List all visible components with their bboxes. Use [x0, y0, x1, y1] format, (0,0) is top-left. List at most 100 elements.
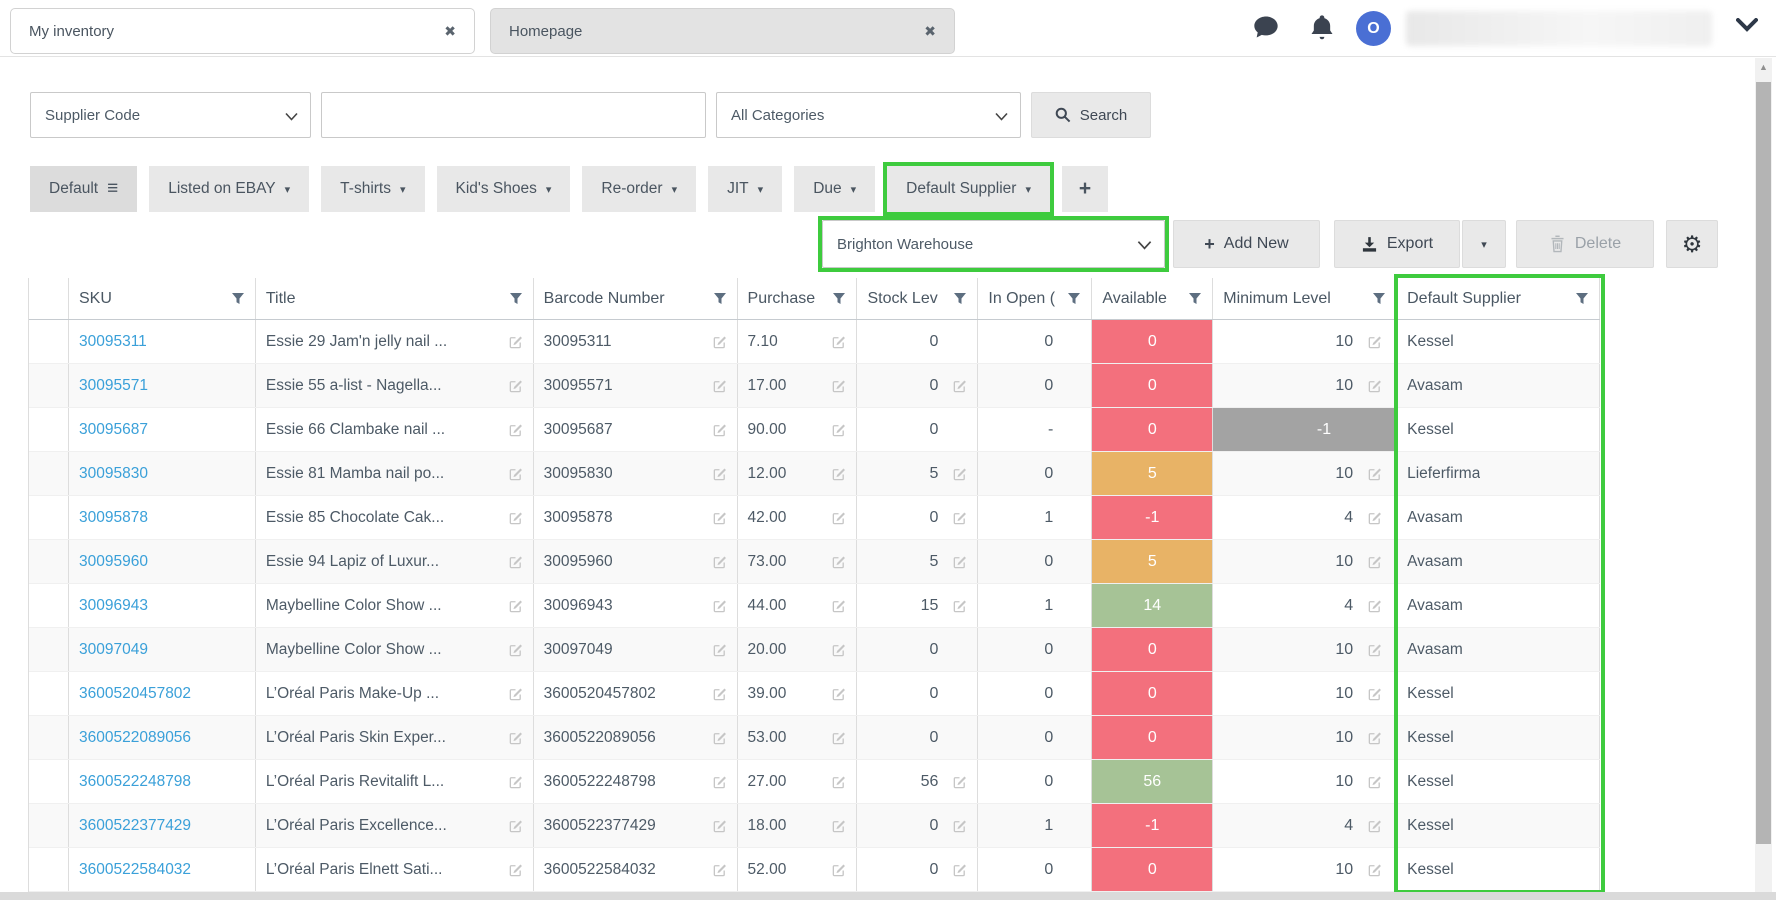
sku-link[interactable]: 30095687	[78, 420, 148, 438]
edit-icon[interactable]	[1361, 334, 1382, 349]
edit-icon[interactable]	[706, 422, 727, 437]
header-cell-available[interactable]: Available	[1092, 278, 1214, 319]
view-chip-default[interactable]: Default ≡	[30, 166, 138, 212]
view-chip-default-supplier[interactable]: Default Supplier ▾	[887, 166, 1050, 212]
category-select[interactable]: All Categories	[716, 92, 1021, 138]
edit-icon[interactable]	[825, 510, 846, 525]
row-handle-cell[interactable]	[29, 716, 69, 759]
edit-icon[interactable]	[502, 554, 523, 569]
edit-icon[interactable]	[706, 686, 727, 701]
edit-icon[interactable]	[706, 862, 727, 877]
header-cell-minimum-level[interactable]: Minimum Level	[1213, 278, 1398, 319]
table-row[interactable]: 30095830 Essie 81 Mamba nail po... 30095…	[29, 452, 1600, 496]
edit-icon[interactable]	[1361, 730, 1382, 745]
view-chip-kids-shoes[interactable]: Kid's Shoes ▾	[436, 166, 571, 212]
edit-icon[interactable]	[1361, 554, 1382, 569]
close-icon[interactable]: ✖	[444, 22, 456, 39]
add-new-button[interactable]: + Add New	[1173, 220, 1320, 268]
tab-my-inventory[interactable]: My inventory ✖	[10, 8, 475, 54]
edit-icon[interactable]	[502, 422, 523, 437]
row-handle-cell[interactable]	[29, 628, 69, 671]
edit-icon[interactable]	[946, 774, 967, 789]
sku-link[interactable]: 3600522248798	[78, 772, 192, 790]
view-chip-t-shirts[interactable]: T-shirts ▾	[321, 166, 425, 212]
search-button[interactable]: Search	[1031, 92, 1151, 138]
edit-icon[interactable]	[706, 818, 727, 833]
view-chip-re-order[interactable]: Re-order ▾	[582, 166, 697, 212]
sku-link[interactable]: 30096943	[78, 596, 148, 614]
edit-icon[interactable]	[1361, 686, 1382, 701]
table-row[interactable]: 3600522584032 L’Oréal Paris Elnett Sati.…	[29, 848, 1600, 892]
scrollbar-thumb[interactable]	[1756, 82, 1771, 844]
edit-icon[interactable]	[1361, 642, 1382, 657]
edit-icon[interactable]	[946, 862, 967, 877]
edit-icon[interactable]	[825, 598, 846, 613]
edit-icon[interactable]	[502, 642, 523, 657]
edit-icon[interactable]	[825, 642, 846, 657]
header-cell-in-open-orders[interactable]: In Open (	[978, 278, 1093, 319]
view-chip-jit[interactable]: JIT ▾	[708, 166, 783, 212]
scroll-up-icon[interactable]: ▲	[1759, 62, 1768, 72]
edit-icon[interactable]	[502, 862, 523, 877]
table-row[interactable]: 30095687 Essie 66 Clambake nail ... 3009…	[29, 408, 1600, 452]
row-handle-cell[interactable]	[29, 496, 69, 539]
edit-icon[interactable]	[946, 818, 967, 833]
row-handle-cell[interactable]	[29, 452, 69, 495]
sku-link[interactable]: 3600522584032	[78, 860, 192, 878]
row-handle-cell[interactable]	[29, 540, 69, 583]
edit-icon[interactable]	[825, 686, 846, 701]
search-field-select[interactable]: Supplier Code	[30, 92, 311, 138]
edit-icon[interactable]	[946, 554, 967, 569]
filter-icon[interactable]	[713, 292, 727, 306]
edit-icon[interactable]	[706, 466, 727, 481]
vertical-scrollbar[interactable]: ▲	[1755, 58, 1772, 892]
edit-icon[interactable]	[1361, 510, 1382, 525]
row-handle-cell[interactable]	[29, 672, 69, 715]
warehouse-select[interactable]: Brighton Warehouse	[822, 220, 1165, 268]
edit-icon[interactable]	[825, 818, 846, 833]
tab-homepage[interactable]: Homepage ✖	[490, 8, 955, 54]
table-row[interactable]: 3600522248798 L’Oréal Paris Revitalift L…	[29, 760, 1600, 804]
chat-icon[interactable]	[1252, 13, 1280, 41]
filter-icon[interactable]	[1188, 292, 1202, 306]
menu-icon[interactable]: ≡	[107, 178, 119, 199]
sku-link[interactable]: 3600522089056	[78, 728, 192, 746]
horizontal-scrollbar[interactable]	[0, 892, 1776, 900]
export-button[interactable]: Export	[1334, 220, 1460, 268]
edit-icon[interactable]	[825, 466, 846, 481]
edit-icon[interactable]	[825, 554, 846, 569]
table-row[interactable]: 30095960 Essie 94 Lapiz of Luxur... 3009…	[29, 540, 1600, 584]
table-row[interactable]: 30096943 Maybelline Color Show ... 30096…	[29, 584, 1600, 628]
edit-icon[interactable]	[706, 510, 727, 525]
view-chip-due[interactable]: Due ▾	[794, 166, 876, 212]
close-icon[interactable]: ✖	[924, 22, 936, 39]
filter-icon[interactable]	[509, 292, 523, 306]
edit-icon[interactable]	[502, 334, 523, 349]
edit-icon[interactable]	[825, 378, 846, 393]
edit-icon[interactable]	[706, 598, 727, 613]
edit-icon[interactable]	[1361, 862, 1382, 877]
edit-icon[interactable]	[502, 598, 523, 613]
edit-icon[interactable]	[502, 466, 523, 481]
edit-icon[interactable]	[946, 466, 967, 481]
table-row[interactable]: 3600522089056 L’Oréal Paris Skin Exper..…	[29, 716, 1600, 760]
add-view-button[interactable]: +	[1061, 166, 1108, 212]
edit-icon[interactable]	[825, 730, 846, 745]
table-row[interactable]: 30095311 Essie 29 Jam'n jelly nail ... 3…	[29, 320, 1600, 364]
sku-link[interactable]: 30095311	[78, 332, 147, 350]
edit-icon[interactable]	[502, 378, 523, 393]
table-row[interactable]: 30095878 Essie 85 Chocolate Cak... 30095…	[29, 496, 1600, 540]
chevron-down-icon[interactable]	[1736, 18, 1758, 32]
edit-icon[interactable]	[1361, 466, 1382, 481]
header-cell-sku[interactable]: SKU	[69, 278, 256, 319]
edit-icon[interactable]	[706, 554, 727, 569]
header-cell-purchase[interactable]: Purchase	[738, 278, 858, 319]
row-handle-cell[interactable]	[29, 760, 69, 803]
edit-icon[interactable]	[825, 422, 846, 437]
edit-icon[interactable]	[946, 598, 967, 613]
sku-link[interactable]: 3600522377429	[78, 816, 192, 834]
filter-icon[interactable]	[1372, 292, 1386, 306]
edit-icon[interactable]	[1361, 818, 1382, 833]
edit-icon[interactable]	[1361, 774, 1382, 789]
header-cell-barcode[interactable]: Barcode Number	[534, 278, 738, 319]
